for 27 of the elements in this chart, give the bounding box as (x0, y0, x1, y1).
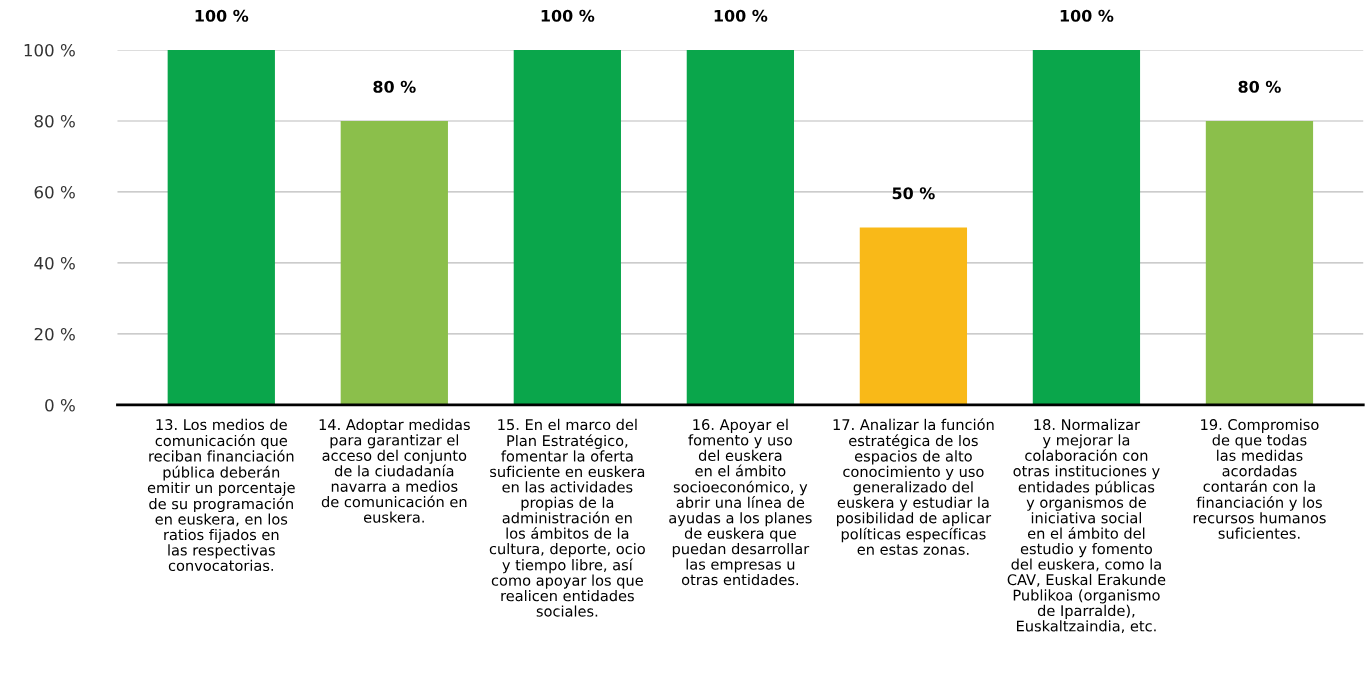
data-label: 80 % (1238, 80, 1281, 93)
data-label: 50 % (892, 187, 935, 200)
y-tick-label: 60 % (34, 185, 75, 199)
category-label: 17. Analizar la función estratégica de los espacios de alto conocimiento y uso generalizado del euskera y estudiar la posibilidad de aplicar políticas específicas en estas zonas. (833, 418, 994, 555)
category-label: 13. Los medios de comunicación que reciban financiación pública deberán emitir un porcentaje de su programación en euskera, en los ratios fijados en las respectivas convocatorias. (147, 418, 295, 572)
bar (513, 49, 621, 405)
x-tick-label: 19. Compromiso de que todas las medidas acordadas contarán con la financiación y los recursos humanos suficientes. (1193, 418, 1326, 539)
data-label: 100 % (1060, 9, 1114, 22)
y-tick-label: 20 % (34, 327, 75, 341)
bar (167, 49, 275, 405)
data-label: 80 % (373, 80, 416, 93)
bar (859, 227, 968, 405)
data-label: 100 % (541, 9, 595, 22)
x-tick-label: 14. Adoptar medidas para garantizar el acceso del conjunto de la ciudadanía navarra a medios de comunicación en euskera. (319, 418, 470, 523)
category-label: 15. En el marco del Plan Estratégico, fomentar la oferta suficiente en euskera en las actividades propias de la administración en los ámbitos de la cultura, deporte, ocio y tiempo libre, así como apoyar los que realicen entidades sociales. (489, 418, 645, 617)
category-label: 16. Apoyar el fomento y uso del euskera en el ámbito socioeconómico, y abrir una línea de ayudas a los planes de euskera que puedan desarrollar las empresas u otras entidades. (669, 418, 812, 586)
bar (1032, 49, 1141, 405)
bar (686, 49, 795, 405)
y-tick-label: 0 % (45, 398, 75, 412)
bar (340, 120, 448, 405)
data-label: 100 % (714, 9, 768, 22)
y-tick-label: 40 % (34, 256, 75, 270)
category-label: 18. Normalizar y mejorar la colaboración con otras instituciones y entidades públicas y organismos de iniciativa social en el ámbito del estudio y fomento del euskera, como la CAV, Euskal Erakunde Publikoa (organismo de Iparralde), Euskaltzaindia, etc. (1007, 418, 1166, 634)
data-label: 100 % (195, 9, 249, 22)
bar (1205, 120, 1314, 405)
y-tick-label: 80 % (34, 114, 75, 128)
y-tick-label: 100 % (24, 43, 75, 57)
